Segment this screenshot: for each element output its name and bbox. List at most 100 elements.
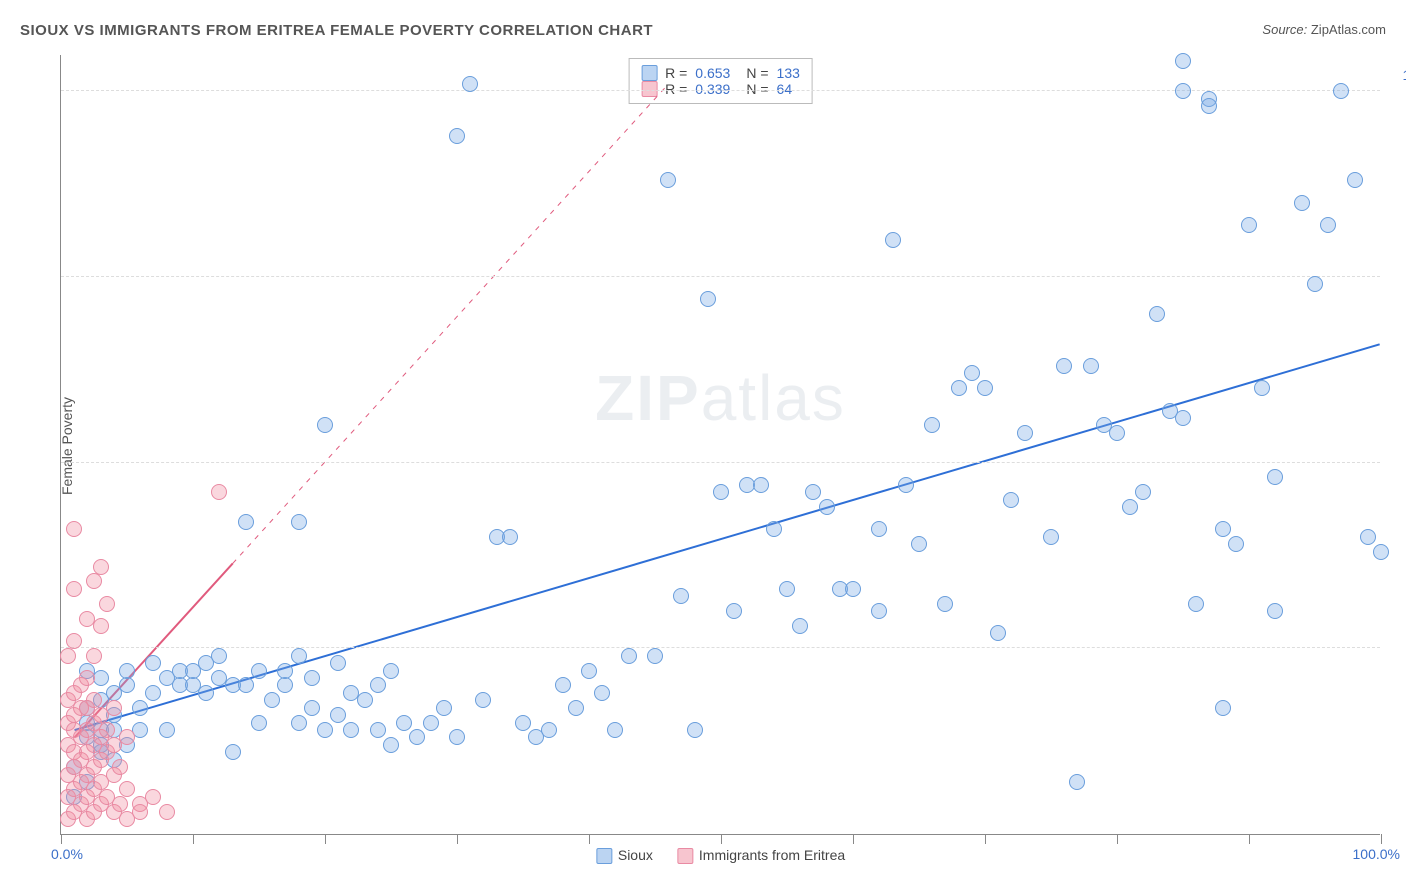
n-label: N = [746,81,768,97]
x-tick [589,834,590,844]
data-point [792,618,808,634]
data-point [1333,83,1349,99]
data-point [1307,276,1323,292]
legend-row-sioux: R = 0.653 N = 133 [641,65,800,81]
data-point [911,536,927,552]
correlation-legend: R = 0.653 N = 133 R = 0.339 N = 64 [628,58,813,104]
data-point [1373,544,1389,560]
data-point [449,729,465,745]
x-axis-label-min: 0.0% [51,846,83,862]
data-point [66,581,82,597]
series-legend: Sioux Immigrants from Eritrea [596,847,845,864]
y-tick-label: 25.0% [1390,624,1406,640]
data-point [1254,380,1270,396]
data-point [819,499,835,515]
data-point [106,700,122,716]
data-point [396,715,412,731]
y-tick-label: 100.0% [1390,67,1406,83]
data-point [885,232,901,248]
data-point [1267,603,1283,619]
gridline [61,276,1380,277]
data-point [581,663,597,679]
data-point [871,603,887,619]
data-point [99,596,115,612]
data-point [673,588,689,604]
data-point [370,677,386,693]
data-point [119,663,135,679]
data-point [119,781,135,797]
x-tick [721,834,722,844]
r-label: R = [665,65,687,81]
x-tick [61,834,62,844]
r-label: R = [665,81,687,97]
data-point [423,715,439,731]
data-point [845,581,861,597]
watermark: ZIPatlas [595,361,846,435]
data-point [1201,98,1217,114]
data-point [79,670,95,686]
data-point [409,729,425,745]
data-point [977,380,993,396]
data-point [383,663,399,679]
data-point [317,417,333,433]
x-tick [1381,834,1382,844]
gridline [61,462,1380,463]
data-point [462,76,478,92]
data-point [159,722,175,738]
data-point [304,670,320,686]
data-point [251,715,267,731]
data-point [132,700,148,716]
scatter-chart: ZIPatlas R = 0.653 N = 133 R = 0.339 N =… [60,55,1380,835]
data-point [726,603,742,619]
data-point [951,380,967,396]
data-point [700,291,716,307]
data-point [924,417,940,433]
data-point [93,559,109,575]
y-tick-label: 50.0% [1390,439,1406,455]
data-point [291,514,307,530]
data-point [99,722,115,738]
data-point [1083,358,1099,374]
data-point [937,596,953,612]
data-point [330,655,346,671]
data-point [1135,484,1151,500]
data-point [1241,217,1257,233]
data-point [898,477,914,493]
data-point [291,715,307,731]
x-axis-label-max: 100.0% [1353,846,1400,862]
x-tick [1249,834,1250,844]
data-point [112,796,128,812]
n-value-sioux: 133 [777,65,800,81]
data-point [1320,217,1336,233]
trend-line-dashed [233,85,668,564]
data-point [277,677,293,693]
data-point [1003,492,1019,508]
data-point [1122,499,1138,515]
data-point [713,484,729,500]
data-point [159,804,175,820]
data-point [383,737,399,753]
data-point [1215,521,1231,537]
data-point [766,521,782,537]
data-point [555,677,571,693]
data-point [1294,195,1310,211]
data-point [357,692,373,708]
data-point [119,677,135,693]
x-tick [325,834,326,844]
x-tick [457,834,458,844]
r-value-sioux: 0.653 [695,65,730,81]
legend-swatch-sioux [641,65,657,81]
data-point [145,655,161,671]
data-point [1109,425,1125,441]
r-value-eritrea: 0.339 [695,81,730,97]
legend-swatch-sioux-icon [596,848,612,864]
data-point [238,514,254,530]
data-point [1267,469,1283,485]
source-label: Source: [1262,22,1307,37]
source-attribution: Source: ZipAtlas.com [1262,22,1386,37]
legend-item-eritrea: Immigrants from Eritrea [677,847,845,864]
data-point [86,648,102,664]
data-point [436,700,452,716]
data-point [964,365,980,381]
data-point [515,715,531,731]
